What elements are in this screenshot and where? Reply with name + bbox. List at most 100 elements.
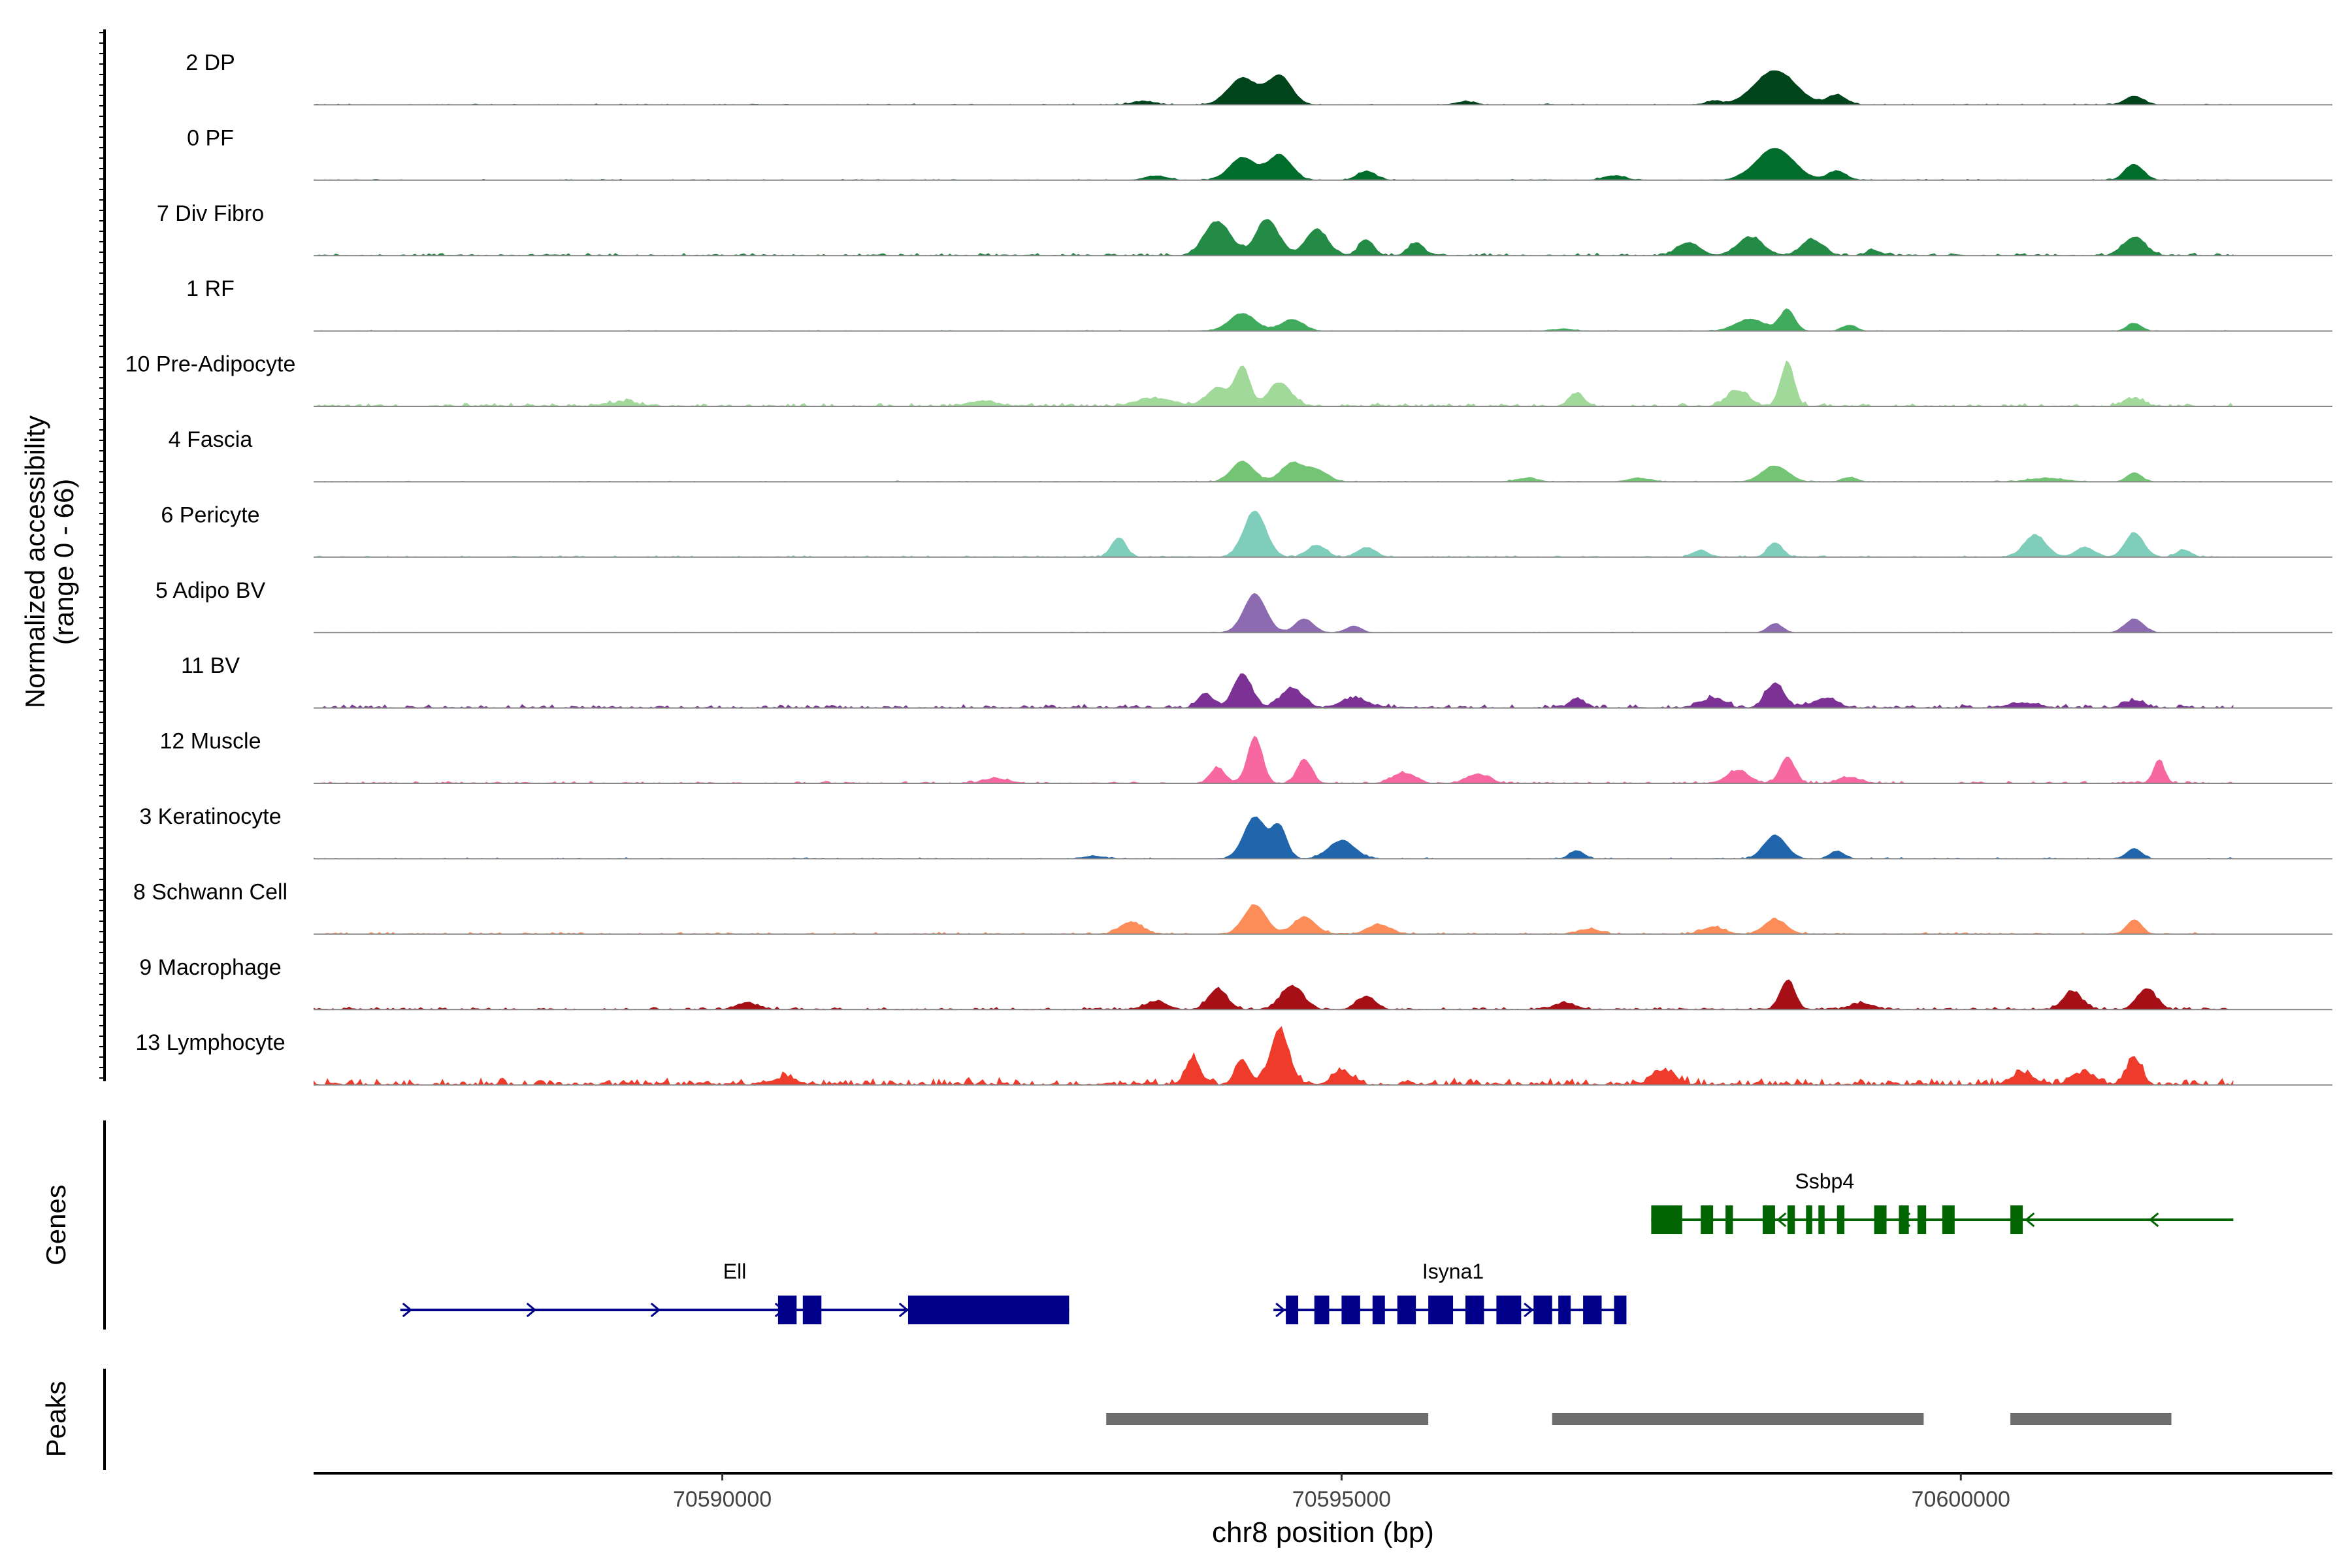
exon [1465, 1296, 1484, 1324]
exon [1286, 1296, 1299, 1324]
gene-ssbp4: Ssbp4 [1651, 1169, 2234, 1234]
track-label: 8 Schwann Cell [133, 879, 287, 904]
y-axis-ticks [99, 32, 105, 1079]
exon [1874, 1205, 1887, 1234]
exon [1614, 1296, 1627, 1324]
peak-bar [1106, 1413, 1429, 1425]
exon [1428, 1296, 1454, 1324]
track-5: 10 Pre-Adipocyte [125, 352, 2332, 407]
exon [1818, 1205, 1825, 1234]
exon [1787, 1205, 1795, 1234]
exon [1496, 1296, 1522, 1324]
x-axis-ticks: 70590000 70595000 70600000 [673, 1473, 2010, 1512]
track-14: 13 Lymphocyte [135, 1026, 2332, 1086]
track-label: 7 Div Fibro [157, 201, 264, 226]
track-label: 5 Adipo BV [155, 578, 266, 603]
y-axis-title-line1: Normalized accessibility [20, 416, 50, 708]
gene-label: Ell [723, 1260, 747, 1283]
y-axis-title-line2: (range 0 - 66) [48, 479, 79, 645]
strand-arrow [2149, 1212, 2159, 1228]
exon [1314, 1296, 1330, 1324]
peak-bar [2010, 1413, 2172, 1425]
strand-arrow [898, 1302, 909, 1318]
track-12: 8 Schwann Cell [133, 879, 2332, 935]
track-signal [314, 308, 2234, 331]
exon [907, 1296, 1070, 1324]
peak-regions [1106, 1413, 2172, 1425]
track-signal [314, 219, 2234, 256]
track-label: 13 Lymphocyte [135, 1030, 285, 1055]
track-label: 4 Fascia [169, 427, 253, 452]
track-signal [314, 70, 2234, 105]
strand-arrow [2025, 1212, 2035, 1228]
strand-arrow [1275, 1302, 1286, 1318]
track-11: 3 Keratinocyte [139, 804, 2332, 860]
track-label: 9 Macrophage [139, 955, 281, 980]
exon [802, 1296, 822, 1324]
track-label: 0 PF [187, 125, 234, 150]
gene-isyna1: Isyna1 [1273, 1260, 1627, 1324]
x-tick-label: 70600000 [1912, 1487, 2010, 1512]
gene-models: Ell Isyna1 Ssbp4 [400, 1169, 2234, 1324]
gene-label: Isyna1 [1422, 1260, 1484, 1283]
track-3: 7 Div Fibro [157, 201, 2332, 257]
track-2: 0 PF [187, 125, 2332, 181]
track-signal [314, 360, 2234, 406]
track-label: 6 Pericyte [161, 502, 259, 527]
track-10: 12 Muscle [160, 729, 2332, 784]
exon [1762, 1205, 1775, 1234]
track-1: 2 DP [186, 50, 2332, 106]
track-9: 11 BV [181, 653, 2332, 709]
exon [1725, 1205, 1733, 1234]
accessibility-tracks: 2 DP 0 PF 7 Div Fibro 1 RF 10 Pre-Adipocyte 4… [125, 50, 2332, 1086]
gene-label: Ssbp4 [1795, 1169, 1854, 1193]
exon [2010, 1205, 2023, 1234]
exon [1341, 1296, 1360, 1324]
track-label: 3 Keratinocyte [139, 804, 281, 829]
track-13: 9 Macrophage [139, 955, 2332, 1011]
exon [1701, 1205, 1714, 1234]
track-label: 2 DP [186, 50, 235, 75]
track-label: 12 Muscle [160, 729, 261, 754]
gene-ell: Ell [400, 1260, 1070, 1324]
peak-bar [1552, 1413, 1924, 1425]
track-signal [314, 148, 2234, 180]
exon [777, 1296, 797, 1324]
track-signal [314, 1026, 2234, 1085]
track-signal [314, 461, 2234, 482]
track-8: 5 Adipo BV [155, 578, 2332, 634]
track-label: 10 Pre-Adipocyte [125, 352, 296, 377]
track-4: 1 RF [186, 276, 2332, 332]
strand-arrow [1776, 1212, 1787, 1228]
strand-arrow [526, 1302, 537, 1318]
track-7: 6 Pericyte [161, 502, 2332, 558]
exon [1558, 1296, 1571, 1324]
exon [1899, 1205, 1909, 1234]
strand-arrow [1524, 1302, 1534, 1318]
peaks-panel-label: Peaks [41, 1381, 71, 1458]
track-signal [314, 673, 2234, 708]
track-signal [314, 510, 2234, 557]
strand-arrow [402, 1302, 413, 1318]
track-label: 1 RF [186, 276, 235, 301]
x-tick-label: 70590000 [673, 1487, 772, 1512]
exon [1372, 1296, 1385, 1324]
genes-panel-label: Genes [41, 1184, 71, 1266]
x-axis-title: chr8 position (bp) [1212, 1516, 1434, 1548]
track-6: 4 Fascia [169, 427, 2332, 483]
exon [1397, 1296, 1416, 1324]
exon [1651, 1205, 1682, 1234]
exon [1942, 1205, 1955, 1234]
exon [1917, 1205, 1927, 1234]
exon [1583, 1296, 1602, 1324]
track-signal [314, 593, 2234, 633]
strand-arrow [650, 1302, 661, 1318]
track-signal [314, 904, 2234, 934]
exon [1806, 1205, 1812, 1234]
exon [1837, 1205, 1845, 1234]
x-tick-label: 70595000 [1292, 1487, 1391, 1512]
track-label: 11 BV [181, 653, 240, 678]
exon [1533, 1296, 1552, 1324]
track-signal [314, 816, 2234, 859]
